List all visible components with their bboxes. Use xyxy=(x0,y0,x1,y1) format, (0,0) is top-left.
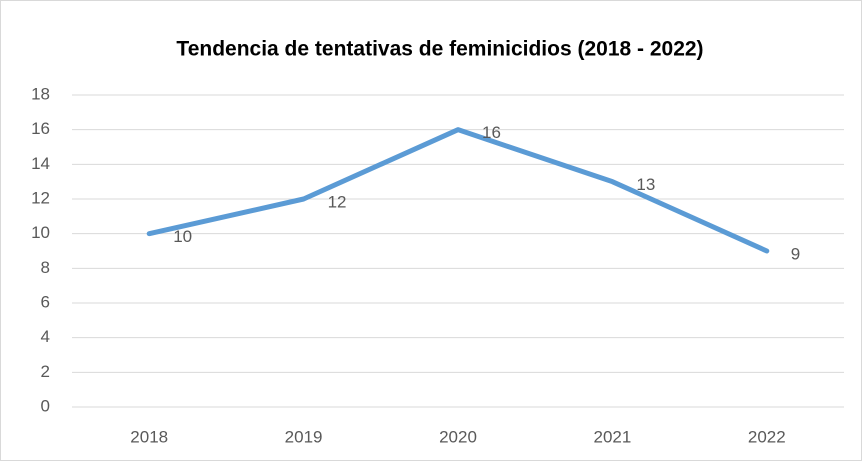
y-tick-label: 10 xyxy=(31,223,50,242)
chart-title: Tendencia de tentativas de feminicidios … xyxy=(176,38,703,61)
data-label: 9 xyxy=(791,244,800,263)
y-tick-label: 8 xyxy=(41,258,50,277)
y-tick-label: 14 xyxy=(31,154,50,173)
x-tick-label: 2018 xyxy=(130,427,168,446)
x-tick-label: 2022 xyxy=(748,427,786,446)
line xyxy=(146,127,770,254)
y-tick-label: 12 xyxy=(31,188,50,207)
y-tick-label: 0 xyxy=(41,396,50,415)
data-label: 12 xyxy=(328,192,347,211)
data-label: 10 xyxy=(173,227,192,246)
data-label: 16 xyxy=(482,123,501,142)
y-tick-label: 16 xyxy=(31,119,50,138)
y-tick-label: 2 xyxy=(41,362,50,381)
x-tick-label: 2021 xyxy=(593,427,631,446)
y-tick-label: 18 xyxy=(31,84,50,103)
x-tick-label: 2019 xyxy=(285,427,323,446)
y-tick-label: 4 xyxy=(41,327,50,346)
y-tick-label: 6 xyxy=(41,292,50,311)
x-tick-label: 2020 xyxy=(439,427,477,446)
data-label: 13 xyxy=(636,175,655,194)
